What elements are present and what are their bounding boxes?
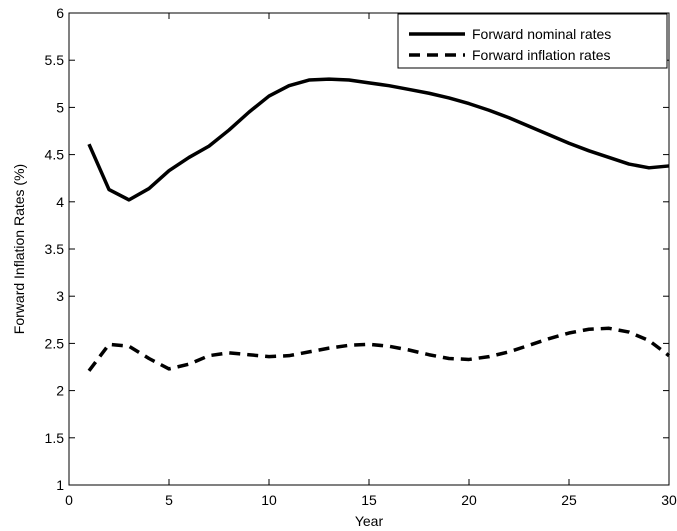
tick-labels: 0 5 10 15 20 25 30 1 1.5 2 2.5 3 3.5 4 4.5 5 5.5 6: [45, 5, 677, 508]
legend-label-nominal: Forward nominal rates: [472, 26, 611, 42]
series-line-forward-inflation-rates: [87, 326, 671, 372]
x-tick-label: 10: [261, 492, 277, 508]
series-line-forward-nominal-rates: [87, 77, 670, 202]
legend: Forward nominal rates Forward inflation …: [397, 13, 668, 69]
y-axis-label: Forward Inflation Rates (%): [11, 164, 27, 334]
x-tick-label: 5: [165, 492, 173, 508]
y-tick-label: 3: [56, 288, 64, 304]
x-tick-label: 15: [361, 492, 377, 508]
legend-box: [397, 13, 668, 69]
legend-label-inflation: Forward inflation rates: [472, 47, 611, 63]
y-tick-label: 5: [56, 99, 64, 115]
y-tick-label: 6: [56, 5, 64, 21]
y-tick-label: 3.5: [45, 241, 65, 257]
x-tick-label: 20: [461, 492, 477, 508]
x-tick-label: 25: [561, 492, 577, 508]
y-tick-label: 1.5: [45, 430, 65, 446]
x-tick-label: 30: [661, 492, 677, 508]
y-tick-label: 2.5: [45, 335, 65, 351]
y-tick-label: 4.5: [45, 147, 65, 163]
x-axis-label: Year: [355, 513, 384, 529]
y-tick-label: 4: [56, 194, 64, 210]
y-tick-label: 2: [56, 383, 64, 399]
y-tick-label: 1: [56, 477, 64, 493]
x-tick-label: 0: [65, 492, 73, 508]
data-series: [87, 77, 671, 372]
y-tick-label: 5.5: [45, 52, 65, 68]
plot-frame: [68, 12, 670, 486]
